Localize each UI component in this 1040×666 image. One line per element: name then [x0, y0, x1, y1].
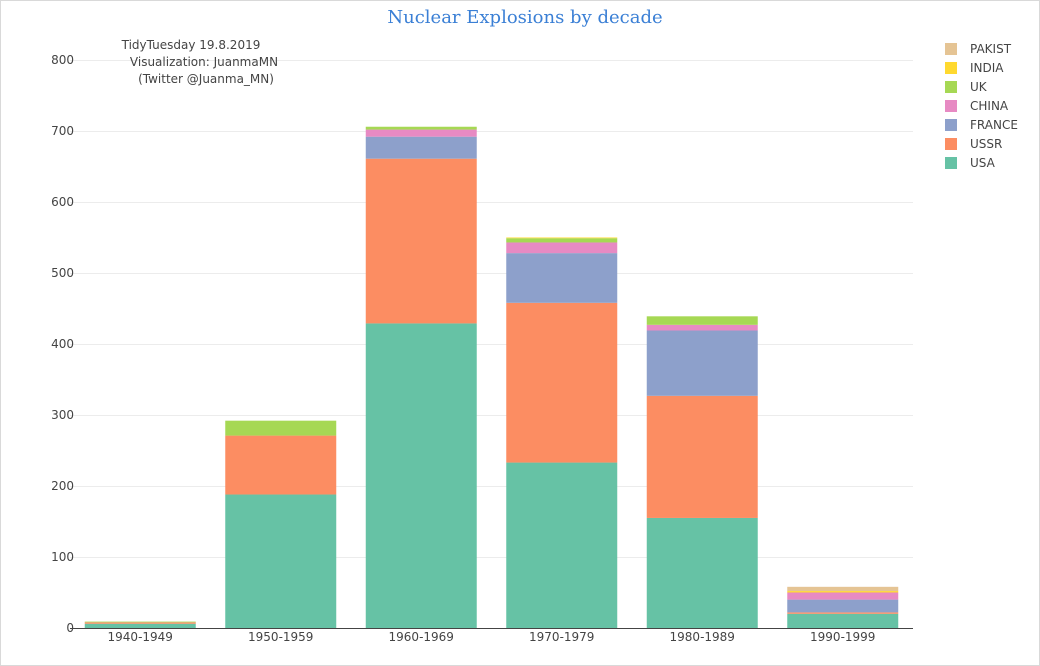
legend-label: USA [970, 156, 996, 170]
bar-segment-ussr[interactable] [84, 622, 196, 624]
bar-segment-china[interactable] [646, 324, 758, 331]
x-tick-label: 1980-1989 [670, 630, 735, 644]
bar-segment-france[interactable] [365, 136, 477, 159]
bar-stack [225, 420, 337, 628]
bar-segment-ussr[interactable] [506, 302, 618, 463]
bar-segment-ussr[interactable] [365, 158, 477, 324]
legend-swatch [945, 81, 957, 93]
bar-segment-india[interactable] [787, 591, 899, 593]
bar-segment-uk[interactable] [365, 126, 477, 130]
bar-segment-usa[interactable] [646, 517, 758, 628]
bar-stack [646, 316, 758, 628]
bar-segment-ussr[interactable] [646, 395, 758, 518]
bar-segment-usa[interactable] [84, 623, 196, 628]
y-tick-label: 300 [51, 408, 74, 422]
y-tick-label: 600 [51, 195, 74, 209]
bar-segment-india[interactable] [506, 237, 618, 239]
bar-stack [506, 237, 618, 628]
bar-segment-pakist[interactable] [787, 586, 899, 592]
bar-segment-ussr[interactable] [225, 435, 337, 495]
bar-segment-usa[interactable] [225, 494, 337, 628]
y-tick-label: 200 [51, 479, 74, 493]
y-tick-label: 400 [51, 337, 74, 351]
legend-swatch [945, 62, 957, 74]
bar-segment-china[interactable] [787, 592, 899, 600]
bar-segment-france[interactable] [506, 253, 618, 303]
bar-segment-usa[interactable] [787, 613, 899, 628]
bars [84, 126, 899, 628]
y-tick-label: 500 [51, 266, 74, 280]
bar-stack [84, 621, 196, 628]
legend-swatch [945, 119, 957, 131]
bar-segment-usa[interactable] [365, 323, 477, 628]
legend-label: INDIA [970, 61, 1004, 75]
legend-item-india[interactable]: INDIA [945, 61, 1004, 75]
legend-item-ussr[interactable]: USSR [945, 137, 1002, 151]
x-tick-label: 1960-1969 [389, 630, 454, 644]
bar-segment-uk[interactable] [225, 420, 337, 436]
bar-segment-uk[interactable] [506, 238, 618, 243]
legend-item-china[interactable]: CHINA [945, 99, 1009, 113]
legend-label: PAKIST [970, 42, 1012, 56]
credit-line-1: TidyTuesday 19.8.2019 [121, 38, 261, 52]
x-axis: 1940-1949 1950-1959 1960-1969 1970-1979 1980… [108, 630, 876, 644]
legend-label: CHINA [970, 99, 1009, 113]
legend: PAKIST INDIA UK CHINA FRANCE USSR USA [945, 42, 1018, 170]
bar-segment-france[interactable] [787, 599, 899, 613]
bar-segment-usa[interactable] [506, 462, 618, 628]
legend-item-pakist[interactable]: PAKIST [945, 42, 1012, 56]
legend-label: USSR [970, 137, 1002, 151]
bar-stack [365, 126, 477, 628]
bar-segment-uk[interactable] [84, 621, 196, 623]
legend-label: UK [970, 80, 988, 94]
credit-annotation: TidyTuesday 19.8.2019 Visualization: Jua… [121, 38, 278, 86]
x-tick-label: 1950-1959 [248, 630, 313, 644]
legend-item-uk[interactable]: UK [945, 80, 988, 94]
chart-title: Nuclear Explosions by decade [387, 7, 662, 28]
bar-segment-france[interactable] [646, 330, 758, 396]
x-tick-label: 1990-1999 [810, 630, 875, 644]
legend-swatch [945, 157, 957, 169]
y-tick-label: 700 [51, 124, 74, 138]
y-tick-label: 800 [51, 53, 74, 67]
bar-stack [787, 586, 899, 628]
credit-line-3: (Twitter @Juanma_MN) [138, 72, 274, 86]
bar-segment-china[interactable] [365, 129, 477, 137]
legend-swatch [945, 100, 957, 112]
bar-segment-ussr[interactable] [787, 612, 899, 614]
legend-label: FRANCE [970, 118, 1018, 132]
y-tick-label: 100 [51, 550, 74, 564]
credit-line-2: Visualization: JuanmaMN [130, 55, 278, 69]
bar-segment-china[interactable] [506, 242, 618, 254]
legend-swatch [945, 138, 957, 150]
y-axis: 0100200300400500600700800 [51, 53, 74, 635]
legend-item-usa[interactable]: USA [945, 156, 996, 170]
gridlines [70, 60, 913, 558]
x-tick-label: 1970-1979 [529, 630, 594, 644]
x-tick-label: 1940-1949 [108, 630, 173, 644]
legend-item-france[interactable]: FRANCE [945, 118, 1018, 132]
legend-swatch [945, 43, 957, 55]
bar-segment-uk[interactable] [646, 316, 758, 325]
